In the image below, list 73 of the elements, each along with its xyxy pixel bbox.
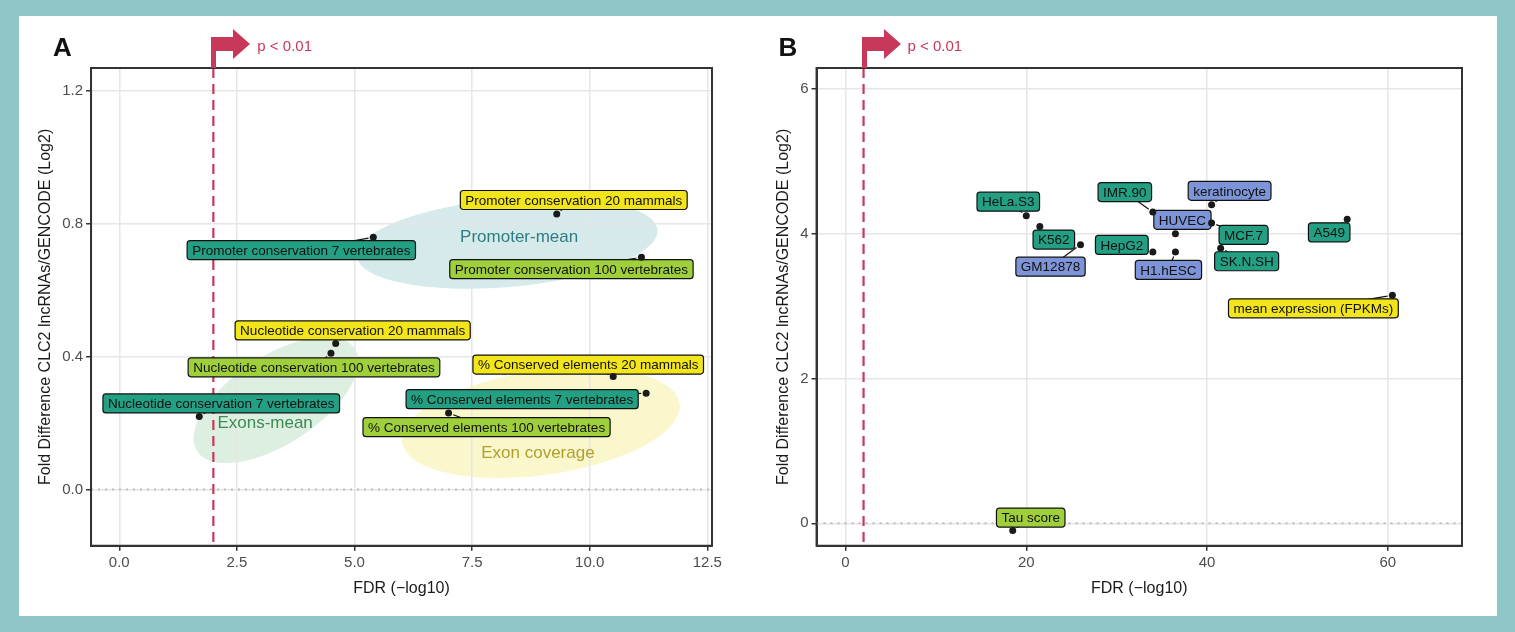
point bbox=[1217, 244, 1225, 252]
chart-title: A bbox=[53, 32, 73, 62]
annotation: Promoter conservation 100 vertebrates bbox=[454, 261, 689, 277]
annotation: SK.N.SH bbox=[1219, 253, 1274, 269]
y-tick-label: 6 bbox=[800, 79, 809, 97]
annotation: Exons-mean bbox=[217, 412, 313, 432]
y-axis-title: Fold Difference CLC2 lncRNAs/GENCODE (Log2) bbox=[774, 128, 792, 486]
annotation: HeLa.S3 bbox=[982, 194, 1035, 210]
x-tick-label: 0.0 bbox=[108, 552, 130, 570]
annotation: mean expression (FPKMs) bbox=[1233, 301, 1394, 317]
x-tick-label: 10.0 bbox=[575, 552, 605, 570]
y-tick-label: 4 bbox=[800, 223, 809, 241]
annotation: % Conserved elements 7 vertebrates bbox=[411, 391, 634, 407]
annotation: A549 bbox=[1313, 225, 1345, 241]
annotation: H1.hESC bbox=[1140, 262, 1197, 278]
annotation: Nucleotide conservation 100 vertebrates bbox=[193, 360, 436, 376]
annotation: % Conserved elements 100 vertebrates bbox=[368, 419, 606, 435]
x-tick-label: 40 bbox=[1198, 552, 1216, 570]
x-tick-label: 0 bbox=[841, 552, 850, 570]
x-axis-title: FDR (−log10) bbox=[1091, 578, 1188, 596]
point bbox=[1149, 248, 1157, 256]
ref-line-label: p < 0.01 bbox=[257, 37, 312, 54]
point bbox=[1208, 219, 1216, 227]
y-tick-label: 0 bbox=[800, 513, 809, 531]
annotation: HUVEC bbox=[1158, 212, 1207, 228]
annotation: Nucleotide conservation 7 vertebrates bbox=[107, 396, 335, 412]
annotation: GM12878 bbox=[1020, 259, 1081, 275]
y-tick-label: 1.2 bbox=[62, 81, 84, 99]
point bbox=[637, 253, 645, 261]
point bbox=[369, 233, 377, 241]
y-tick-label: 0.0 bbox=[62, 479, 84, 497]
x-tick-label: 2.5 bbox=[226, 552, 248, 570]
point bbox=[1036, 223, 1044, 231]
point bbox=[195, 412, 203, 420]
annotation: IMR.90 bbox=[1103, 184, 1147, 200]
annotation: Tau score bbox=[1001, 510, 1060, 526]
point bbox=[609, 373, 617, 381]
x-tick-label: 7.5 bbox=[461, 552, 483, 570]
annotation: HepG2 bbox=[1100, 237, 1144, 253]
point bbox=[1149, 208, 1157, 216]
x-axis-title: FDR (−log10) bbox=[353, 578, 450, 596]
point bbox=[332, 339, 340, 347]
x-tick-label: 12.5 bbox=[692, 552, 722, 570]
point bbox=[1077, 241, 1085, 249]
annotation: K562 bbox=[1038, 232, 1070, 248]
point bbox=[445, 409, 453, 417]
y-axis-title: Fold Difference CLC2 lncRNAs/GENCODE (Log2) bbox=[36, 128, 54, 486]
point bbox=[1171, 248, 1179, 256]
x-tick-label: 20 bbox=[1017, 552, 1035, 570]
point bbox=[1388, 291, 1396, 299]
point bbox=[1171, 230, 1179, 238]
x-tick-label: 5.0 bbox=[344, 552, 365, 570]
annotation: Nucleotide conservation 20 mammals bbox=[240, 323, 466, 339]
annotation: Exon coverage bbox=[481, 442, 595, 462]
ref-line-label: p < 0.01 bbox=[907, 37, 963, 54]
y-tick-label: 2 bbox=[800, 368, 809, 386]
annotation: MCF.7 bbox=[1224, 227, 1264, 243]
point bbox=[327, 349, 335, 357]
annotation: Promoter-mean bbox=[460, 226, 579, 246]
point bbox=[1343, 215, 1351, 223]
x-tick-label: 60 bbox=[1379, 552, 1397, 570]
annotation: Promoter conservation 7 vertebrates bbox=[192, 242, 411, 258]
point bbox=[642, 389, 650, 397]
y-tick-label: 0.8 bbox=[62, 214, 84, 232]
point bbox=[1022, 212, 1030, 220]
annotation: keratinocyte bbox=[1193, 183, 1266, 199]
chart-title: B bbox=[778, 32, 798, 62]
y-tick-label: 0.4 bbox=[62, 346, 84, 364]
point bbox=[1009, 527, 1017, 535]
annotation: % Conserved elements 20 mammals bbox=[477, 357, 699, 373]
annotation: Promoter conservation 20 mammals bbox=[465, 192, 683, 208]
point bbox=[553, 210, 561, 218]
point bbox=[1208, 201, 1216, 209]
